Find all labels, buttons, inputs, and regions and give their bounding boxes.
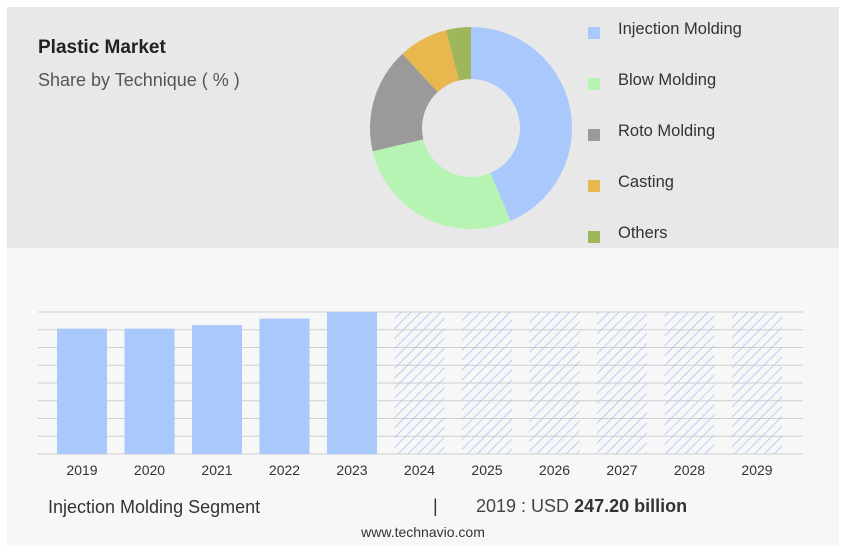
footer-separator: | bbox=[433, 496, 438, 516]
x-tick-label: 2022 bbox=[269, 462, 300, 478]
forecast-bar-2024 bbox=[394, 312, 445, 454]
segment-value: 2019 : USD 247.20 billion bbox=[476, 496, 687, 517]
x-tick-label: 2020 bbox=[134, 462, 165, 478]
x-tick-label: 2025 bbox=[471, 462, 502, 478]
bar-2019 bbox=[57, 328, 107, 454]
chart-subtitle: Share by Technique ( % ) bbox=[38, 70, 240, 90]
forecast-bar-2026 bbox=[529, 312, 580, 454]
forecast-bar-2028 bbox=[664, 312, 715, 454]
bar-2021 bbox=[192, 325, 242, 454]
legend-label: Casting bbox=[618, 173, 674, 191]
donut-slice-injection-molding bbox=[471, 27, 572, 221]
x-tick-label: 2027 bbox=[606, 462, 637, 478]
x-tick-label: 2021 bbox=[201, 462, 232, 478]
segment-label: Injection Molding Segment bbox=[48, 497, 261, 517]
chart-title: Plastic Market bbox=[38, 37, 166, 58]
legend-label: Injection Molding bbox=[618, 20, 742, 38]
source-link[interactable]: www.technavio.com bbox=[361, 524, 485, 540]
legend-swatch bbox=[588, 231, 600, 243]
legend-swatch bbox=[588, 27, 600, 39]
segment-value-amount: 247.20 billion bbox=[574, 496, 688, 516]
legend-swatch bbox=[588, 129, 600, 141]
x-tick-label: 2019 bbox=[66, 462, 97, 478]
donut-slice-others bbox=[446, 27, 471, 81]
x-tick-label: 2026 bbox=[539, 462, 570, 478]
legend-label: Roto Molding bbox=[618, 122, 716, 140]
segment-value-prefix: 2019 : USD bbox=[476, 496, 570, 516]
legend-swatch bbox=[588, 180, 600, 192]
donut-slice-blow-molding bbox=[372, 139, 511, 229]
bar-2020 bbox=[124, 328, 175, 454]
bar-2022 bbox=[259, 318, 310, 454]
forecast-bar-2027 bbox=[597, 312, 647, 454]
forecast-bar-2029 bbox=[732, 312, 782, 454]
x-tick-label: 2023 bbox=[336, 462, 367, 478]
legend-label: Others bbox=[618, 224, 668, 242]
x-tick-label: 2029 bbox=[741, 462, 772, 478]
x-tick-label: 2028 bbox=[674, 462, 705, 478]
x-tick-label: 2024 bbox=[404, 462, 435, 478]
forecast-bar-2025 bbox=[462, 312, 512, 454]
bar-2023 bbox=[327, 312, 377, 454]
donut-chart bbox=[370, 27, 572, 229]
legend-label: Blow Molding bbox=[618, 71, 717, 89]
donut-slice-roto-molding bbox=[370, 53, 438, 152]
legend-swatch bbox=[588, 78, 600, 90]
donut-slice-casting bbox=[402, 30, 459, 93]
